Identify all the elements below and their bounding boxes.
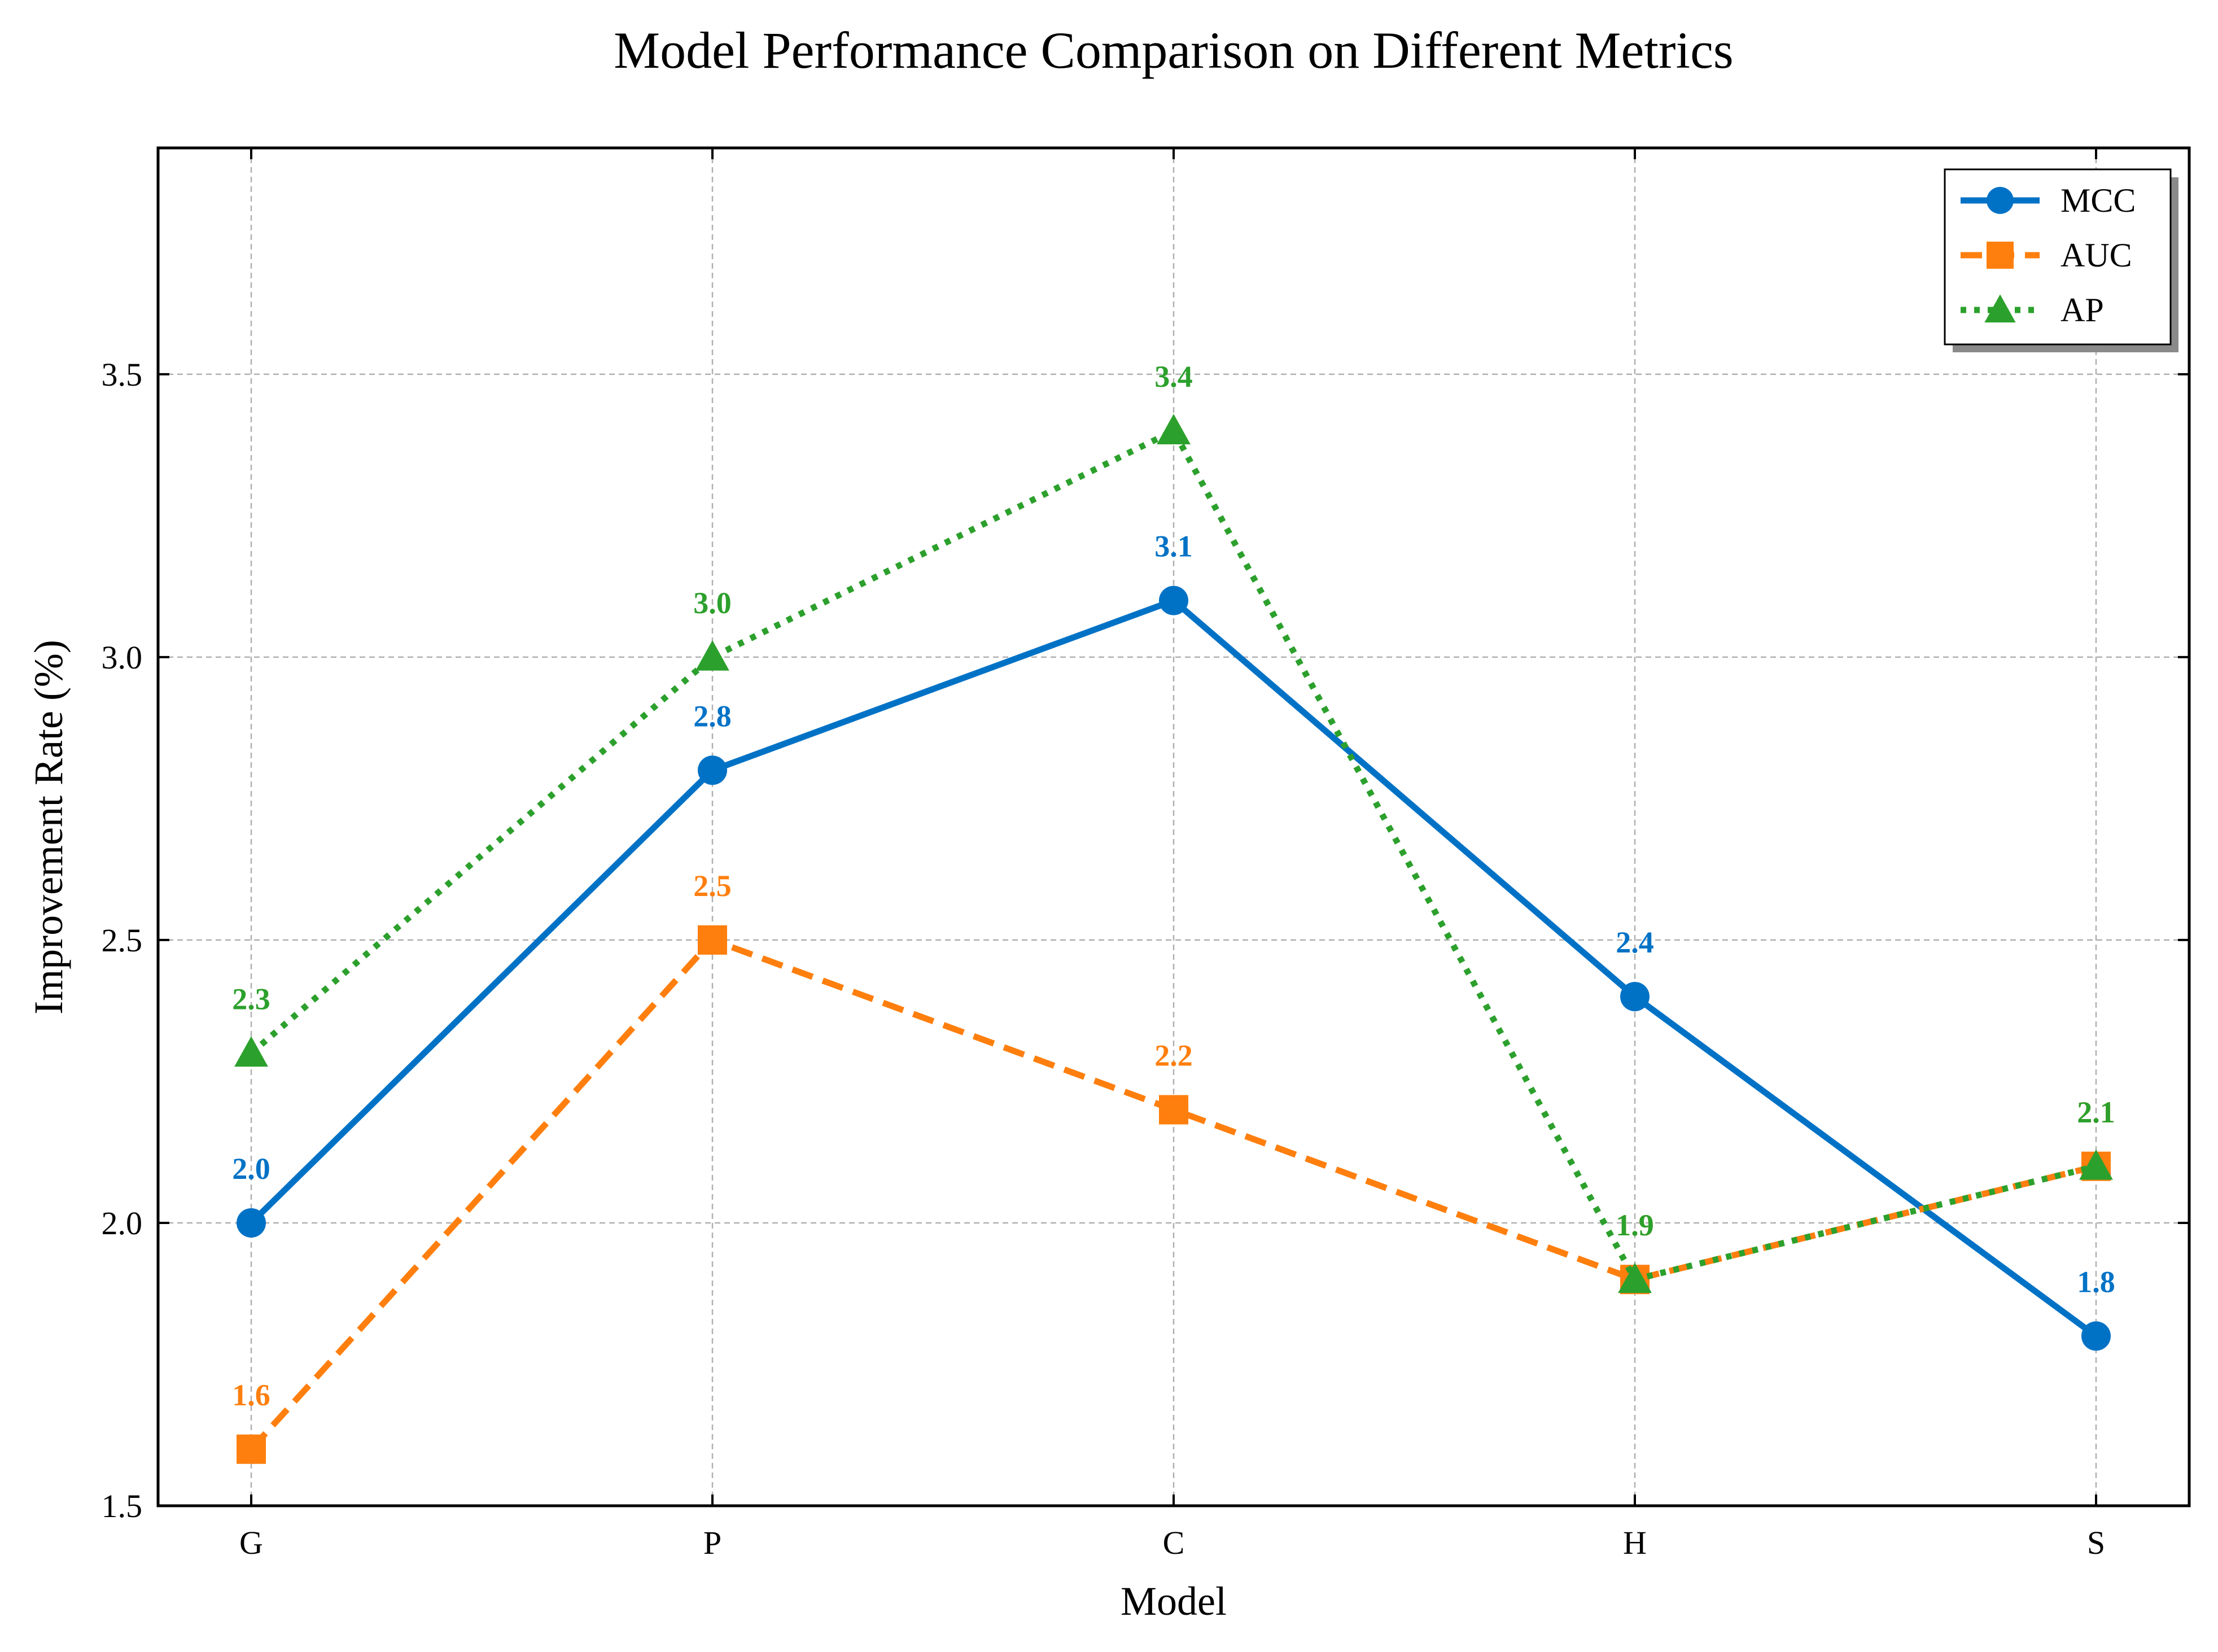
chart-title: Model Performance Comparison on Differen… [614, 21, 1733, 79]
data-labels: 2.02.83.12.41.81.62.52.21.92.12.33.03.41… [232, 360, 2115, 1412]
y-tick-label: 2.5 [102, 922, 143, 959]
auc-data-label: 2.5 [693, 869, 732, 903]
x-tick-label: G [239, 1524, 263, 1561]
auc-data-label: 2.2 [1154, 1039, 1193, 1073]
legend-item-mcc: MCC [1961, 182, 2136, 219]
mcc-point [698, 755, 727, 785]
legend-marker-auc [1987, 242, 2014, 269]
mcc-data-label: 3.1 [1154, 530, 1193, 563]
legend-marker-ap [1984, 294, 2016, 323]
ap-point [695, 640, 729, 671]
x-axis-label: Model [1121, 1579, 1227, 1624]
series-mcc [237, 585, 2111, 1351]
y-tick-label: 3.0 [102, 639, 143, 676]
mcc-point [2081, 1321, 2111, 1351]
mcc-point [1159, 585, 1188, 615]
mcc-data-label: 2.8 [693, 699, 732, 733]
legend-label-mcc: MCC [2060, 182, 2136, 219]
ap-point [2079, 1149, 2113, 1180]
mcc-point [1620, 982, 1650, 1012]
y-axis-label: Improvement Rate (%) [26, 640, 71, 1015]
mcc-data-label: 2.0 [232, 1152, 270, 1186]
auc-point [698, 925, 727, 955]
legend-label-auc: AUC [2060, 237, 2132, 274]
mcc-data-label: 1.8 [2077, 1265, 2115, 1299]
legend-item-auc: AUC [1961, 237, 2132, 274]
y-tick-label: 1.5 [102, 1488, 143, 1524]
auc-point [1159, 1095, 1188, 1125]
ap-data-label: 2.1 [2077, 1095, 2115, 1129]
series-layer [234, 414, 2113, 1464]
legend-marker-mcc [1987, 187, 2014, 214]
x-tick-label: H [1623, 1524, 1647, 1561]
grid [158, 148, 2189, 1507]
ap-data-label: 2.3 [232, 982, 270, 1016]
legend: MCC AUC AP [1944, 168, 2178, 352]
ap-data-label: 1.9 [1616, 1208, 1654, 1242]
auc-data-label: 2.1 [2077, 1095, 2115, 1129]
ap-data-label: 3.4 [1154, 360, 1193, 394]
axis-ticks: G P C H S 1.5 2.0 2.5 3.0 3.5 [102, 148, 2189, 1561]
y-tick-label: 2.0 [102, 1205, 143, 1242]
auc-data-label: 1.6 [232, 1378, 270, 1412]
x-tick-label: P [703, 1524, 721, 1561]
ap-point [1618, 1262, 1652, 1293]
ap-point [234, 1036, 268, 1067]
ap-data-label: 3.0 [693, 586, 732, 620]
y-tick-label: 3.5 [102, 356, 143, 393]
mcc-data-label: 2.4 [1616, 925, 1654, 959]
x-tick-label: C [1163, 1524, 1185, 1561]
series-ap [234, 414, 2113, 1293]
auc-point [237, 1434, 266, 1464]
x-tick-label: S [2087, 1524, 2105, 1561]
auc-data-label: 1.9 [1616, 1208, 1654, 1242]
legend-item-ap: AP [1961, 291, 2104, 329]
legend-label-ap: AP [2060, 291, 2104, 329]
mcc-point [237, 1208, 266, 1238]
ap-point [1157, 414, 1191, 444]
